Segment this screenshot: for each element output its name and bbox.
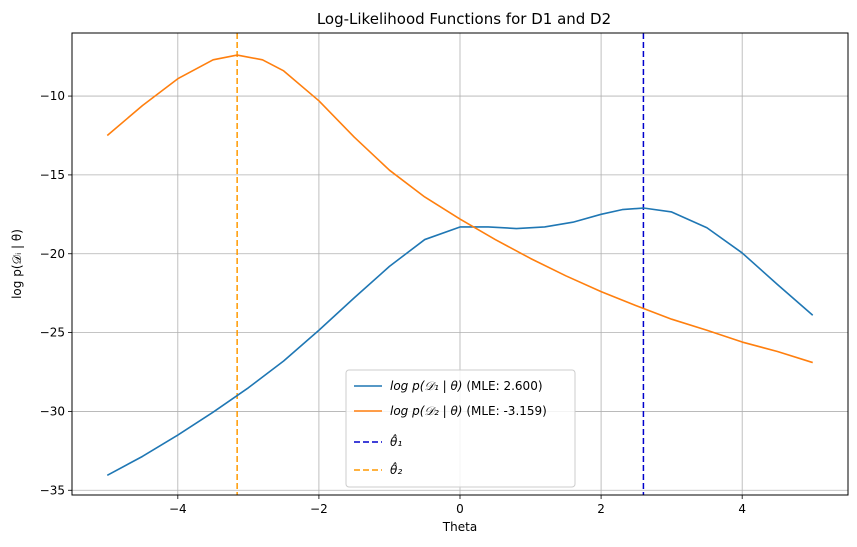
y-tick-label: −10: [40, 89, 65, 103]
chart-title: Log-Likelihood Functions for D1 and D2: [317, 10, 611, 28]
x-tick-label: 2: [597, 502, 605, 516]
y-tick-label: −25: [40, 326, 65, 340]
series-line-1: [106, 207, 814, 476]
x-axis-label: Theta: [442, 520, 477, 534]
series-line-2: [106, 54, 813, 364]
legend: log p(𝒟₁ | θ) (MLE: 2.600) log p(𝒟₂ | θ) …: [345, 369, 576, 488]
y-tick-label: −15: [40, 168, 65, 182]
legend-label: log p(𝒟₂ | θ) (MLE: -3.159): [390, 404, 547, 418]
x-tick-label: 0: [456, 502, 464, 516]
x-tick-label: −4: [169, 502, 187, 516]
y-axis-label: log p(𝒟ᵢ | θ): [10, 229, 24, 299]
legend-label: θ̂₁: [390, 433, 402, 449]
legend-label: log p(𝒟₁ | θ) (MLE: 2.600): [390, 379, 543, 393]
y-axis-ticks: −35 −30 −25 −20 −15 −10: [40, 89, 72, 497]
legend-label: θ̂₂: [390, 461, 402, 477]
x-axis-ticks: −4 −2 0 2 4: [169, 495, 746, 516]
x-tick-label: −2: [310, 502, 328, 516]
x-tick-label: 4: [738, 502, 746, 516]
legend-box: [345, 369, 576, 488]
vlines: [236, 33, 645, 495]
grid: [72, 33, 848, 495]
y-tick-label: −30: [40, 404, 65, 418]
y-tick-label: −35: [40, 483, 65, 497]
series-lines: [106, 54, 814, 476]
y-tick-label: −20: [40, 247, 65, 261]
